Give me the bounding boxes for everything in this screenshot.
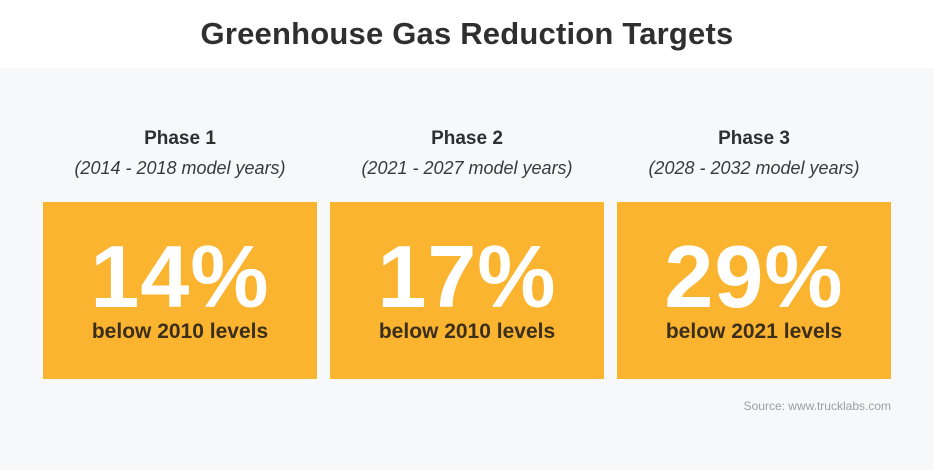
phase-2-name: Phase 2	[431, 128, 503, 149]
phase-2-caption: below 2010 levels	[378, 320, 556, 343]
phase-2-years: (2021 - 2027 model years)	[361, 158, 573, 178]
phase-1-target-box: 14% below 2010 levels	[43, 202, 317, 379]
phase-1-years: (2014 - 2018 model years)	[74, 158, 286, 178]
phase-1-percent: 14%	[90, 227, 270, 326]
phase-3-name: Phase 3	[718, 128, 790, 149]
phase-1-caption: below 2010 levels	[91, 320, 269, 343]
phase-1-name: Phase 1	[144, 128, 216, 149]
phase-2-percent: 17%	[377, 227, 557, 326]
phase-1-column: Phase 1 (2014 - 2018 model years) 14% be…	[43, 68, 317, 470]
phase-3-target-box: 29% below 2021 levels	[617, 202, 891, 379]
phase-2-column: Phase 2 (2021 - 2027 model years) 17% be…	[330, 68, 604, 470]
phase-3-caption: below 2021 levels	[665, 320, 843, 343]
phase-3-years: (2028 - 2032 model years)	[648, 158, 860, 178]
phase-3-percent: 29%	[664, 227, 844, 326]
targets-panel: Phase 1 (2014 - 2018 model years) 14% be…	[0, 68, 934, 470]
phase-2-target-box: 17% below 2010 levels	[330, 202, 604, 379]
source-credit: Source: www.trucklabs.com	[743, 399, 891, 413]
phase-3-column: Phase 3 (2028 - 2032 model years) 29% be…	[617, 68, 891, 470]
page-title: Greenhouse Gas Reduction Targets	[200, 16, 734, 51]
